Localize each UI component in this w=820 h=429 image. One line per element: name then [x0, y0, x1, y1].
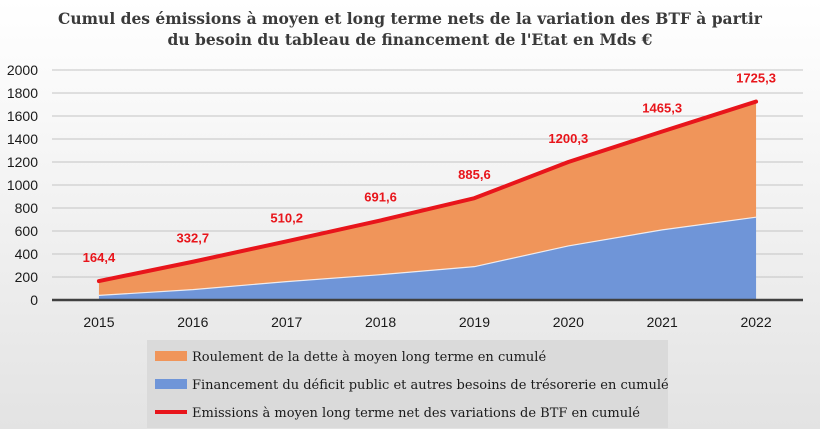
- gridlines: [52, 69, 803, 278]
- x-tick-label: 2022: [740, 314, 771, 330]
- data-label: 510,2: [270, 210, 303, 225]
- legend: Roulement de la dette à moyen long terme…: [147, 340, 669, 428]
- y-tick-label: 1600: [7, 108, 38, 124]
- legend-item-roulement: Roulement de la dette à moyen long terme…: [192, 350, 546, 365]
- x-tick-label: 2016: [177, 314, 208, 330]
- data-label: 1725,3: [736, 71, 776, 86]
- data-label: 885,6: [458, 167, 491, 182]
- x-tick-label: 2020: [553, 314, 584, 330]
- x-tick-label: 2018: [365, 314, 396, 330]
- y-tick-label: 0: [30, 292, 38, 308]
- axes: 0 200 400 600 800 1000 1200 1400 1600 1800 2000 201…: [7, 62, 803, 330]
- data-label: 1200,3: [548, 131, 588, 146]
- y-tick-label: 600: [15, 223, 39, 239]
- legend-item-financement: Financement du déficit public et autres …: [192, 378, 669, 393]
- data-labels: 164,4 332,7 510,2 691,6 885,6 1200,3 1465,3 172…: [83, 71, 776, 266]
- y-tick-label: 800: [15, 200, 39, 216]
- line-emissions: [96, 99, 759, 284]
- chart-title-line-1: Cumul des émissions à moyen et long term…: [58, 9, 763, 28]
- y-tick-label: 1400: [7, 131, 38, 147]
- x-tick-label: 2017: [271, 314, 302, 330]
- legend-swatch: [155, 351, 187, 361]
- x-tick-label: 2019: [459, 314, 490, 330]
- data-label: 691,6: [364, 189, 397, 204]
- y-tick-label: 400: [15, 246, 39, 262]
- x-tick-label: 2015: [83, 314, 114, 330]
- data-label: 332,7: [177, 231, 210, 246]
- data-label: 164,4: [83, 250, 116, 265]
- area-financement-deficit: [98, 217, 757, 300]
- x-tick-label: 2021: [647, 314, 678, 330]
- y-tick-label: 1800: [7, 85, 38, 101]
- y-tick-label: 1000: [7, 177, 38, 193]
- y-tick-label: 1200: [7, 154, 38, 170]
- legend-box: [147, 340, 668, 428]
- y-tick-label: 200: [15, 269, 39, 285]
- data-label: 1465,3: [642, 100, 682, 115]
- legend-swatch: [155, 379, 187, 389]
- area-financement-edge: [98, 216, 757, 296]
- chart-title-line-2: du besoin du tableau de financement de l…: [168, 30, 653, 49]
- y-tick-label: 2000: [7, 62, 38, 78]
- legend-item-emissions: Emissions à moyen long terme net des var…: [192, 406, 640, 421]
- plot-lines: [96, 99, 759, 284]
